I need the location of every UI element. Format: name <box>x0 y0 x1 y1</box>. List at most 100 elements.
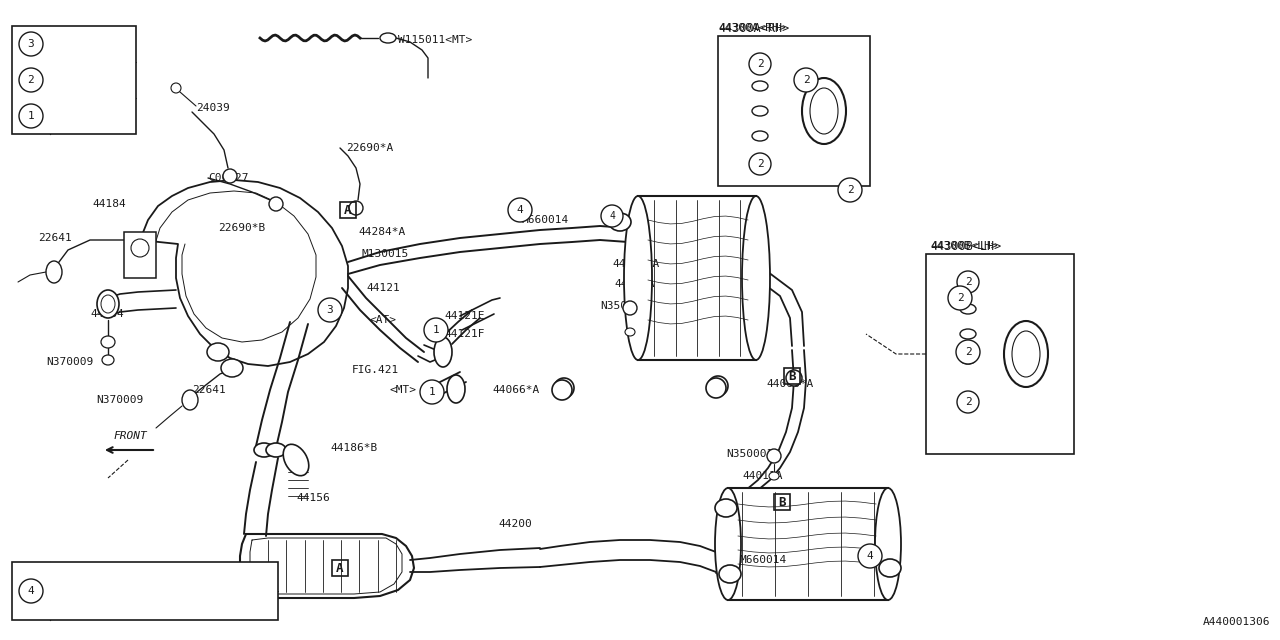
Ellipse shape <box>960 329 977 339</box>
Ellipse shape <box>101 295 115 313</box>
Text: FIG.421: FIG.421 <box>352 365 399 375</box>
Ellipse shape <box>716 488 741 600</box>
Ellipse shape <box>46 261 61 283</box>
Text: N350001: N350001 <box>726 449 773 459</box>
Ellipse shape <box>434 337 452 367</box>
Ellipse shape <box>609 213 631 231</box>
Text: 44066*A: 44066*A <box>492 385 539 395</box>
Text: 1: 1 <box>433 325 439 335</box>
Text: 2: 2 <box>28 75 35 85</box>
Text: M130015: M130015 <box>362 249 410 259</box>
Text: 2: 2 <box>965 277 972 287</box>
Text: 44300A<RH>: 44300A<RH> <box>718 23 786 33</box>
Ellipse shape <box>753 106 768 116</box>
Ellipse shape <box>708 376 728 396</box>
Text: M660014: M660014 <box>740 555 787 565</box>
Text: 44371: 44371 <box>820 93 854 103</box>
Ellipse shape <box>960 354 977 364</box>
Bar <box>774 494 790 510</box>
Ellipse shape <box>447 375 465 403</box>
Text: 44011A: 44011A <box>742 471 782 481</box>
Ellipse shape <box>623 301 637 315</box>
Text: 44184: 44184 <box>90 309 124 319</box>
Text: 44300B<LH>: 44300B<LH> <box>931 241 997 251</box>
Text: 2: 2 <box>846 185 854 195</box>
Ellipse shape <box>97 290 119 318</box>
Ellipse shape <box>716 499 737 517</box>
Circle shape <box>957 271 979 293</box>
Ellipse shape <box>876 488 901 600</box>
Text: M250076: M250076 <box>56 38 106 51</box>
Text: 44121F: 44121F <box>444 329 485 339</box>
Ellipse shape <box>753 81 768 91</box>
Text: 22641: 22641 <box>192 385 225 395</box>
Ellipse shape <box>554 378 573 398</box>
Ellipse shape <box>101 336 115 348</box>
Ellipse shape <box>1004 321 1048 387</box>
Text: 4: 4 <box>867 551 873 561</box>
Text: 4: 4 <box>28 586 35 596</box>
Ellipse shape <box>786 370 803 386</box>
Text: 44200: 44200 <box>498 519 531 529</box>
Text: <AT>: <AT> <box>370 315 397 325</box>
Circle shape <box>602 205 623 227</box>
Bar <box>12 26 136 134</box>
Text: 2: 2 <box>756 59 763 69</box>
Ellipse shape <box>810 88 838 134</box>
Ellipse shape <box>221 359 243 377</box>
Ellipse shape <box>223 169 237 183</box>
Bar <box>728 488 888 600</box>
Text: 2: 2 <box>965 347 972 357</box>
Ellipse shape <box>269 197 283 211</box>
Text: A: A <box>337 561 344 575</box>
Ellipse shape <box>769 472 780 480</box>
Text: 44121E: 44121E <box>444 311 485 321</box>
Circle shape <box>19 104 44 128</box>
Ellipse shape <box>753 131 768 141</box>
Bar <box>637 196 756 360</box>
Circle shape <box>19 32 44 56</box>
Ellipse shape <box>803 78 846 144</box>
Text: 44066*A: 44066*A <box>765 379 813 389</box>
Circle shape <box>424 318 448 342</box>
Ellipse shape <box>266 443 285 457</box>
Circle shape <box>948 286 972 310</box>
Circle shape <box>317 298 342 322</box>
Ellipse shape <box>767 449 781 463</box>
Bar <box>925 254 1074 454</box>
Ellipse shape <box>625 328 635 336</box>
Bar <box>124 232 156 278</box>
Text: 4: 4 <box>609 211 614 221</box>
Text: A: A <box>344 204 352 216</box>
Text: <MT>: <MT> <box>390 385 417 395</box>
Ellipse shape <box>625 196 652 360</box>
Text: A440001306: A440001306 <box>1202 617 1270 627</box>
Text: B: B <box>778 495 786 509</box>
Text: N370009: N370009 <box>46 357 93 367</box>
Text: 22690*A: 22690*A <box>346 143 393 153</box>
Ellipse shape <box>131 239 148 257</box>
Text: 2: 2 <box>756 159 763 169</box>
Ellipse shape <box>707 378 726 398</box>
Circle shape <box>957 391 979 413</box>
Ellipse shape <box>172 83 180 93</box>
Ellipse shape <box>102 355 114 365</box>
Text: 44300A<RH>: 44300A<RH> <box>718 22 790 35</box>
Text: 2: 2 <box>965 397 972 407</box>
Text: N350001: N350001 <box>600 301 648 311</box>
Text: 44066*A: 44066*A <box>612 259 659 269</box>
Text: 24039: 24039 <box>196 103 229 113</box>
Text: N370009: N370009 <box>96 395 143 405</box>
Text: C00827: C00827 <box>207 173 248 183</box>
Ellipse shape <box>960 304 977 314</box>
Ellipse shape <box>349 201 364 215</box>
Bar <box>718 36 870 186</box>
Circle shape <box>956 340 980 364</box>
Ellipse shape <box>380 33 396 43</box>
Text: 3: 3 <box>326 305 333 315</box>
Text: 44300B<LH>: 44300B<LH> <box>931 239 1001 253</box>
Text: 44011A: 44011A <box>614 279 654 289</box>
Text: 1: 1 <box>429 387 435 397</box>
Text: M660014: M660014 <box>522 215 570 225</box>
Ellipse shape <box>253 443 274 457</box>
